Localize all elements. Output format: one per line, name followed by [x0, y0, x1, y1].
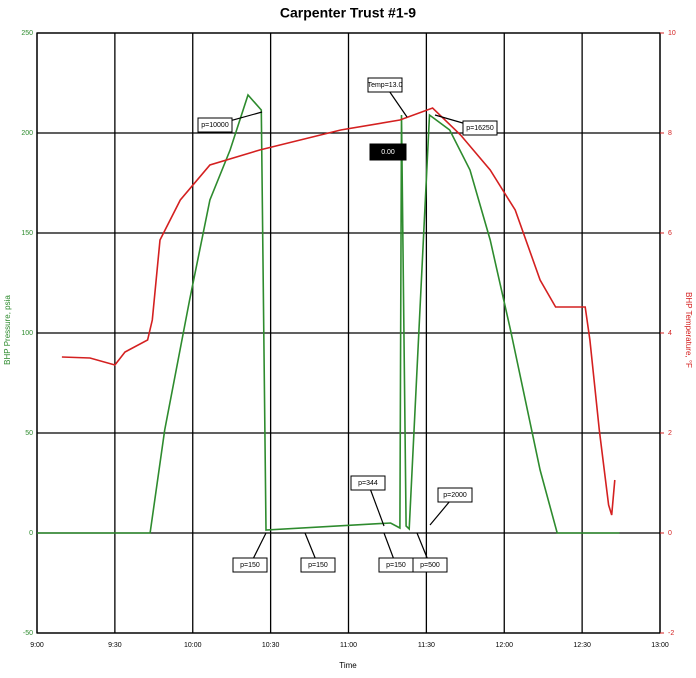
- x-tick-label: 10:00: [184, 642, 202, 649]
- y2-tick-label: 6: [668, 230, 672, 237]
- annotation: p=150: [386, 562, 406, 569]
- y2-tick-label: 2: [668, 430, 672, 437]
- annotation: 0.00: [381, 149, 395, 156]
- x-tick-label: 11:30: [418, 642, 435, 649]
- x-tick-label: 9:00: [30, 642, 44, 649]
- annotation: Temp=13.0: [368, 82, 403, 89]
- y2-tick-label: 4: [668, 330, 672, 337]
- series-line: [61, 107, 616, 516]
- annotation-box: [437, 487, 473, 503]
- x-tick-label: 12:00: [495, 642, 513, 649]
- y-axis-label: BHP Pressure, psia: [3, 295, 12, 365]
- annotation: p=2000: [443, 492, 467, 499]
- x-tick-label: 13:00: [651, 642, 669, 649]
- y-tick-label: 0: [29, 530, 33, 537]
- annotation-box: [462, 120, 498, 136]
- annotation-box: [412, 557, 448, 573]
- y2-tick-label: 8: [668, 130, 672, 137]
- annotation: p=10000: [201, 122, 229, 129]
- annotation-box: [300, 557, 336, 573]
- y-tick-label: 200: [21, 130, 33, 137]
- x-tick-label: 10:30: [262, 642, 280, 649]
- annotation: p=16250: [466, 125, 494, 132]
- y-tick-label: 50: [25, 430, 33, 437]
- x-tick-label: 12:30: [573, 642, 591, 649]
- x-tick-label: 9:30: [108, 642, 122, 649]
- series-line: [37, 93, 620, 534]
- annotation-box: [369, 143, 407, 161]
- y2-tick-label: 10: [668, 30, 676, 37]
- annotation-box: [367, 77, 403, 93]
- annotation: p=150: [308, 562, 328, 569]
- y2-axis-label: BHP Temperature, °F: [684, 292, 693, 368]
- y2-tick-label: 0: [668, 530, 672, 537]
- annotation: p=500: [420, 562, 440, 569]
- annotation-box: [232, 557, 268, 573]
- annotation-box: [197, 117, 233, 133]
- y-tick-label: 150: [21, 230, 33, 237]
- annotation: p=150: [240, 562, 260, 569]
- y2-tick-label: -2: [668, 630, 674, 637]
- y-tick-label: 250: [21, 30, 33, 37]
- y-tick-label: 100: [21, 330, 33, 337]
- chart-title: Carpenter Trust #1-9: [280, 5, 416, 21]
- annotation-box: [350, 475, 386, 491]
- x-tick-label: 11:00: [340, 642, 357, 649]
- x-axis-label: Time: [339, 661, 357, 670]
- y-tick-label: -50: [23, 630, 33, 637]
- annotation: p=344: [358, 480, 378, 487]
